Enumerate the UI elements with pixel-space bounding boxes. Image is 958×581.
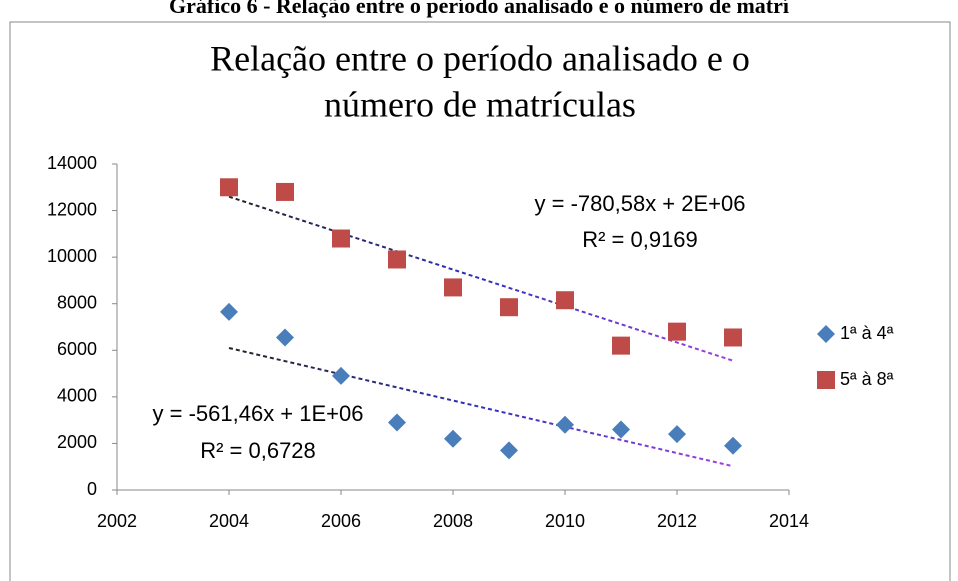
point: [276, 328, 294, 347]
x-tick-label: 2002: [97, 511, 137, 531]
y-tick-label: 10000: [47, 246, 97, 266]
x-tick-label: 2012: [657, 511, 697, 531]
annotation: y = -780,58x + 2E+06: [535, 191, 746, 216]
y-tick-label: 8000: [57, 292, 97, 312]
point: [220, 178, 238, 197]
y-tick-label: 0: [87, 479, 97, 499]
legend-label: 5ª à 8ª: [840, 369, 894, 389]
caption: Gráfico 6 - Relação entre o período anal…: [169, 0, 790, 18]
y-tick-label: 12000: [47, 199, 97, 219]
point: [724, 436, 742, 455]
point: [500, 441, 518, 460]
point: [332, 229, 350, 248]
point: [220, 302, 238, 321]
x-tick-label: 2010: [545, 511, 585, 531]
point: [500, 298, 518, 317]
trendline: [228, 347, 734, 468]
point: [556, 415, 574, 434]
y-tick-label: 4000: [57, 386, 97, 406]
legend-marker: [817, 325, 835, 343]
annotation: R² = 0,9169: [582, 227, 698, 252]
point: [388, 250, 406, 269]
x-tick-label: 2004: [209, 511, 249, 531]
chart-title: Relação entre o período analisado e o: [210, 38, 750, 78]
annotation: R² = 0,6728: [200, 438, 316, 463]
point: [724, 328, 742, 347]
x-tick-label: 2006: [321, 511, 361, 531]
point: [612, 336, 630, 355]
point: [444, 429, 462, 448]
legend-label: 1ª à 4ª: [840, 323, 894, 343]
x-tick-label: 2014: [769, 511, 809, 531]
trendline: [228, 195, 734, 362]
point: [332, 366, 350, 385]
point: [668, 425, 686, 444]
x-tick-label: 2008: [433, 511, 473, 531]
point: [612, 420, 630, 439]
chart-title: número de matrículas: [324, 84, 636, 124]
point: [668, 322, 686, 341]
chart-border: [9, 21, 951, 581]
y-tick-label: 6000: [57, 339, 97, 359]
point: [444, 278, 462, 297]
point: [276, 182, 294, 201]
point: [388, 413, 406, 432]
legend-marker: [817, 371, 835, 389]
y-tick-label: 2000: [57, 432, 97, 452]
y-tick-label: 14000: [47, 153, 97, 173]
annotation: y = -561,46x + 1E+06: [153, 401, 364, 426]
point: [556, 291, 574, 310]
